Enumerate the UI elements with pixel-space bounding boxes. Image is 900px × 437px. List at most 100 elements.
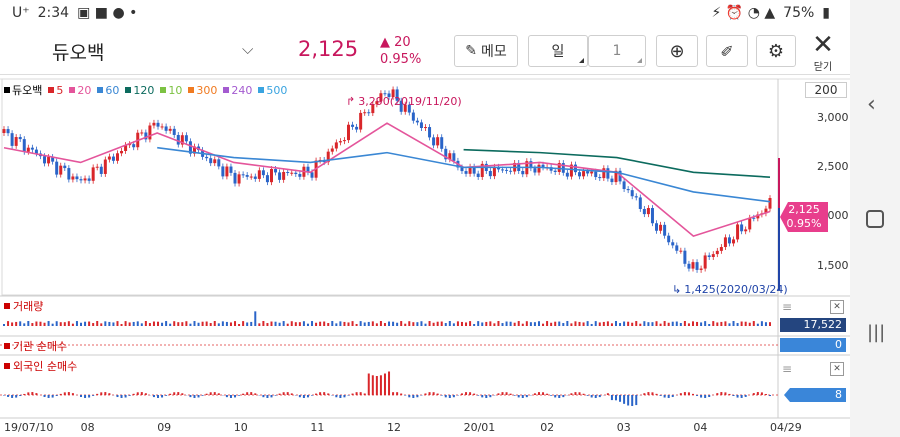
volume-bar <box>570 323 573 326</box>
volume-bar <box>165 321 168 326</box>
foreign-color-icon <box>4 363 10 369</box>
volume-close-icon[interactable]: ✕ <box>830 300 844 314</box>
candle-body <box>424 127 428 129</box>
recents-icon[interactable]: ||| <box>867 322 886 343</box>
candle-body <box>752 217 756 219</box>
candle-body <box>10 133 14 146</box>
candle-body <box>736 224 740 240</box>
candle-body <box>290 172 294 174</box>
volume-bar <box>481 322 484 326</box>
legend-label: 500 <box>266 83 288 97</box>
crosshair-button[interactable]: ⊕ <box>656 35 698 67</box>
legend-item: 60 <box>97 82 119 98</box>
volume-bar <box>392 321 395 326</box>
candle-body <box>760 213 764 215</box>
foreign-net-bar <box>189 395 192 398</box>
volume-bar <box>315 322 318 326</box>
candle-body <box>573 164 577 173</box>
close-button[interactable]: ✕ 닫기 <box>806 32 840 73</box>
volume-bar <box>679 323 682 326</box>
foreign-title: 외국인 순매수 <box>13 360 78 373</box>
y-tick-label: 3,000 <box>817 111 849 125</box>
volume-bar <box>197 322 200 326</box>
volume-bar <box>497 321 500 326</box>
volume-bar <box>675 321 678 326</box>
volume-menu-icon[interactable]: ≡ <box>782 300 793 314</box>
candle-body <box>618 170 622 182</box>
volume-bar <box>234 321 237 326</box>
foreign-menu-icon[interactable]: ≡ <box>782 362 793 376</box>
foreign-net-bar <box>250 392 253 395</box>
volume-bar <box>108 321 111 326</box>
volume-bar <box>96 321 99 326</box>
low-annotation-text: 1,425(2020/03/24) <box>684 283 788 296</box>
foreign-net-bar <box>752 393 755 395</box>
volume-bar <box>181 322 184 326</box>
foreign-net-bar <box>606 393 609 395</box>
chevron-down-icon[interactable]: ⌵ <box>242 40 254 58</box>
draw-button[interactable]: ✐ <box>706 35 748 67</box>
volume-bar <box>262 321 265 326</box>
candle-body <box>355 126 359 130</box>
volume-bar <box>63 322 66 326</box>
volume-bar <box>574 321 577 326</box>
stock-name[interactable]: 듀오백 <box>52 42 105 64</box>
candle-body <box>95 166 99 168</box>
period-select[interactable]: 일 <box>528 35 588 67</box>
volume-panel-title: 거래량 <box>4 298 43 314</box>
candle-body <box>132 144 136 148</box>
foreign-net-bar <box>448 395 451 398</box>
institution-close-icon[interactable]: ✕ <box>830 362 844 376</box>
memo-button[interactable]: ✎ 메모 <box>454 35 518 67</box>
volume-bar <box>185 321 188 326</box>
back-icon[interactable]: ‹ <box>867 92 876 117</box>
candle-body <box>545 167 549 169</box>
volume-bar <box>339 321 342 326</box>
foreign-net-bar <box>708 395 711 397</box>
carrier-text: U⁺ <box>12 5 30 21</box>
foreign-net-bar <box>63 392 66 395</box>
candle-body <box>448 153 452 160</box>
foreign-net-bar <box>416 395 419 398</box>
volume-bar <box>363 322 366 326</box>
candle-body <box>168 128 172 131</box>
foreign-net-bar <box>47 395 50 398</box>
legend-label: 240 <box>231 83 253 97</box>
x-tick-label: 11 <box>310 421 325 434</box>
candle-body <box>326 151 330 163</box>
foreign-net-bar <box>477 395 480 396</box>
foreign-net-bar <box>124 395 127 398</box>
period-value-select[interactable]: 1 <box>588 35 646 67</box>
candle-body <box>655 223 659 231</box>
volume-bar <box>331 321 334 326</box>
candle-body <box>322 159 326 163</box>
volume-bar <box>43 322 46 326</box>
foreign-net-bar <box>704 395 707 398</box>
home-icon[interactable] <box>866 210 884 228</box>
foreign-net-bar <box>355 392 358 395</box>
candle-body <box>298 174 302 177</box>
candle-body <box>634 196 638 198</box>
legend-item: 500 <box>258 82 287 98</box>
candle-body <box>294 172 298 175</box>
candle-body <box>111 156 115 161</box>
candle-body <box>642 208 646 215</box>
settings-button[interactable]: ⚙ <box>756 35 796 67</box>
volume-bar <box>116 321 119 326</box>
volume-bar <box>720 321 723 326</box>
candle-body <box>63 165 67 169</box>
volume-bar <box>602 321 605 326</box>
x-tick-label: 08 <box>80 421 95 434</box>
candle-body <box>715 250 719 255</box>
foreign-net-bar <box>379 375 382 395</box>
volume-bar <box>209 323 212 326</box>
candle-body <box>695 262 699 270</box>
foreign-net-bar <box>627 395 630 406</box>
volume-bar <box>687 323 690 326</box>
foreign-net-bar <box>262 395 265 398</box>
candle-body <box>164 126 168 131</box>
legend-item: 5 <box>48 82 63 98</box>
volume-bar <box>436 321 439 326</box>
y-scale-box[interactable]: 200 <box>805 82 847 98</box>
foreign-net-bar <box>3 395 5 396</box>
